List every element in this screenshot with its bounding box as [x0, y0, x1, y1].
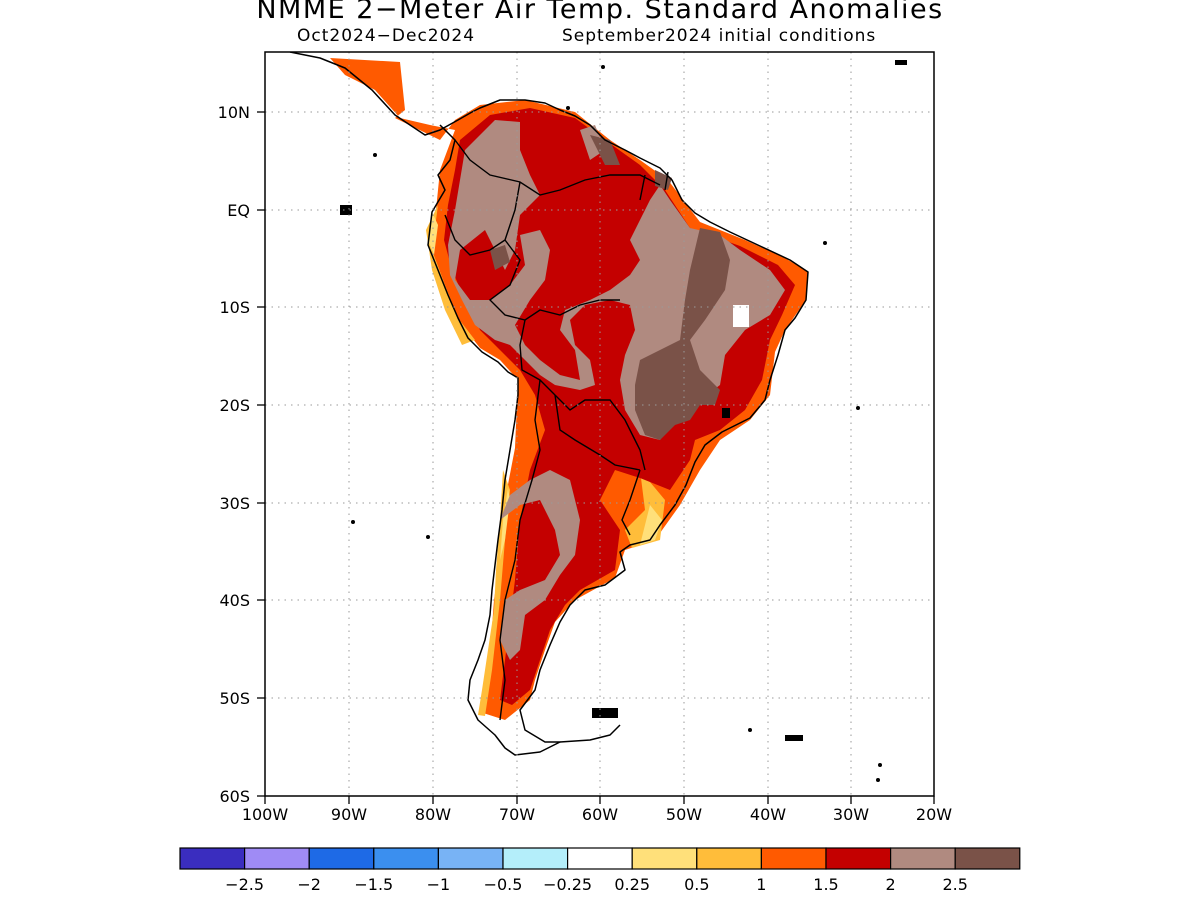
lat-tick-label: 40S [219, 591, 250, 610]
colorbar-swatch [244, 847, 310, 870]
lat-tick-label: 10N [218, 103, 250, 122]
colorbar [179, 847, 1021, 870]
colorbar-swatch [308, 847, 375, 870]
lon-tick-label: 70W [499, 805, 535, 824]
lon-tick-label: 90W [331, 805, 367, 824]
colorbar-label: 2.5 [942, 875, 967, 894]
colorbar-swatch [760, 847, 827, 870]
anomaly-cell-white [733, 305, 749, 327]
colorbar-swatch [437, 847, 504, 870]
colorbar-swatch [889, 847, 956, 870]
tick-marks [257, 111, 935, 804]
lat-tick-label: 60S [219, 787, 250, 806]
lon-tick-label: 20W [916, 805, 952, 824]
lon-tick-label: 60W [582, 805, 618, 824]
colorbar-swatch [954, 847, 1021, 870]
initial-conditions: September2024 initial conditions [562, 26, 877, 46]
colorbar-label: −0.25 [543, 875, 592, 894]
colorbar-label: −1.5 [354, 875, 393, 894]
lon-tick-label: 100W [242, 805, 289, 824]
colorbar-label: −2.5 [225, 875, 264, 894]
lat-tick-labels: 10N EQ 10S 20S 30S 40S 50S 60S [218, 103, 250, 806]
colorbar-label: 1.5 [813, 875, 838, 894]
colorbar-label: 2 [886, 875, 896, 894]
lat-tick-label: 20S [219, 396, 250, 415]
lon-tick-label: 40W [750, 805, 786, 824]
colorbar-label: −0.5 [484, 875, 523, 894]
anomaly-area-gt2.5 [490, 135, 730, 440]
colorbar-swatch [502, 847, 569, 870]
colorbar-label: −1 [427, 875, 451, 894]
colorbar-swatch [825, 847, 892, 870]
colorbar-labels: −2.5 −2 −1.5 −1 −0.5 −0.25 0.25 0.5 1 1.5 2 2.5 [225, 875, 968, 894]
lat-tick-label: EQ [227, 201, 250, 220]
colorbar-swatch [179, 847, 246, 870]
lat-tick-label: 10S [219, 298, 250, 317]
colorbar-swatch [373, 847, 439, 870]
colorbar-label: −2 [297, 875, 321, 894]
colorbar-label: 0.25 [614, 875, 650, 894]
colorbar-label: 0.5 [684, 875, 709, 894]
colorbar-swatch [696, 847, 762, 870]
map-plot-area [265, 52, 934, 796]
lat-tick-label: 50S [219, 689, 250, 708]
colorbar-swatch [631, 847, 698, 870]
lon-tick-label: 80W [415, 805, 451, 824]
islands [340, 60, 907, 782]
lon-tick-label: 30W [833, 805, 869, 824]
anomaly-fill [330, 58, 808, 720]
forecast-period: Oct2024−Dec2024 [297, 26, 476, 46]
lon-tick-labels: 100W 90W 80W 70W 60W 50W 40W 30W 20W [242, 805, 952, 824]
lat-tick-label: 30S [219, 494, 250, 513]
colorbar-swatch [566, 847, 633, 870]
map-title: NMME 2−Meter Air Temp. Standard Anomalie… [256, 0, 944, 25]
lon-tick-label: 50W [666, 805, 702, 824]
coastline [289, 52, 809, 756]
colorbar-label: 1 [756, 875, 766, 894]
grid-lines [265, 52, 934, 796]
